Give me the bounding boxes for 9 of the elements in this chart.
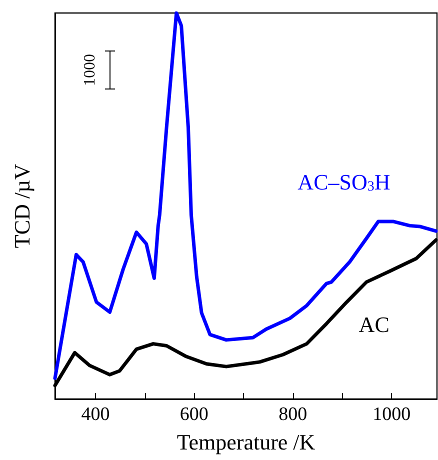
x-tick-label: 400 xyxy=(81,404,110,425)
series-label: AC–SO3H xyxy=(298,169,390,194)
x-tick-label: 800 xyxy=(278,404,308,425)
annotation: 1000 xyxy=(82,54,98,86)
x-tick-label: 1000 xyxy=(372,404,411,425)
x-axis-title: Temperature /K xyxy=(176,430,316,454)
x-tick-label: 600 xyxy=(180,404,208,425)
y-axis-title: TCD /µV xyxy=(10,164,34,248)
series-label: AC xyxy=(358,312,390,338)
